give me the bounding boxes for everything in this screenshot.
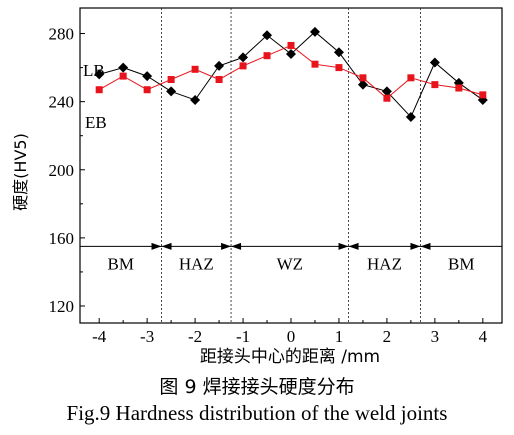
series-label-eb: EB bbox=[85, 113, 107, 132]
x-axis-title: 距接头中心的距离 /mm bbox=[200, 347, 380, 367]
x-tick-label: -2 bbox=[188, 327, 202, 346]
zone-arrow-right bbox=[151, 242, 162, 250]
zone-arrow-right bbox=[221, 242, 232, 250]
data-point-lb bbox=[286, 48, 296, 59]
data-point-lb bbox=[333, 47, 344, 58]
data-point-eb bbox=[407, 74, 415, 82]
zone-arrow-left bbox=[420, 242, 431, 250]
y-tick-label: 240 bbox=[49, 93, 75, 112]
zone-boundaries: BM HAZ WZ HAZ BM bbox=[80, 8, 502, 323]
data-point-eb bbox=[95, 86, 103, 94]
data-point-eb bbox=[263, 52, 271, 60]
data-point-eb bbox=[311, 60, 319, 68]
y-tick-label: 160 bbox=[49, 229, 75, 248]
zone-arrow-left bbox=[161, 242, 172, 250]
data-point-lb bbox=[166, 86, 177, 97]
y-tick-label: 280 bbox=[49, 25, 75, 44]
data-point-eb bbox=[239, 62, 247, 70]
y-tick-label: 200 bbox=[49, 161, 75, 180]
y-tick-label: 120 bbox=[49, 297, 75, 316]
x-tick-label: -4 bbox=[92, 327, 107, 346]
data-point-lb bbox=[142, 71, 153, 82]
x-tick-label: 1 bbox=[335, 327, 344, 346]
figure-caption-chinese: 图 9 焊接接头硬度分布 bbox=[159, 376, 355, 398]
zone-label: BM bbox=[448, 254, 474, 273]
data-point-lb bbox=[405, 111, 416, 122]
x-tick-label: 3 bbox=[431, 327, 440, 346]
data-point-lb bbox=[429, 57, 440, 68]
data-point-lb bbox=[381, 86, 392, 97]
data-point-lb bbox=[214, 60, 225, 71]
zone-arrow-right bbox=[338, 242, 349, 250]
data-point-eb bbox=[287, 41, 295, 49]
x-tick-label: 2 bbox=[383, 327, 392, 346]
zone-label: WZ bbox=[277, 254, 303, 273]
data-point-lb bbox=[238, 52, 249, 63]
zone-arrow-right bbox=[410, 242, 421, 250]
zone-label: HAZ bbox=[179, 254, 214, 273]
series-label-lb: LB bbox=[83, 61, 105, 80]
data-point-lb bbox=[357, 79, 368, 90]
data-series bbox=[94, 26, 488, 122]
data-point-eb bbox=[167, 76, 175, 84]
figure-caption-english: Fig.9 Hardness distribution of the weld … bbox=[66, 401, 448, 425]
x-tick-label: 4 bbox=[479, 327, 488, 346]
x-axis: -4 -3 -2 -1 0 1 2 3 4 bbox=[92, 318, 488, 346]
data-point-eb bbox=[383, 94, 391, 102]
data-point-eb bbox=[431, 81, 439, 89]
zone-label: HAZ bbox=[367, 254, 402, 273]
data-point-eb bbox=[479, 91, 487, 99]
hardness-chart: BM HAZ WZ HAZ BM -4 -3 -2 -1 0 1 2 3 4 120 160 200 240 2… bbox=[11, 7, 503, 367]
x-tick-label: -1 bbox=[236, 327, 250, 346]
data-point-eb bbox=[215, 76, 223, 84]
data-point-lb bbox=[309, 26, 320, 37]
y-axis-title: 硬度(HV5) bbox=[11, 133, 30, 211]
data-point-eb bbox=[455, 84, 463, 92]
zone-arrow-left bbox=[348, 242, 359, 250]
data-point-lb bbox=[262, 30, 273, 41]
zone-label: BM bbox=[108, 254, 134, 273]
data-point-eb bbox=[335, 64, 343, 72]
data-point-eb bbox=[359, 74, 367, 82]
data-point-eb bbox=[143, 86, 151, 94]
x-tick-label: 0 bbox=[287, 327, 296, 346]
data-point-lb bbox=[190, 94, 201, 105]
data-point-eb bbox=[191, 65, 199, 73]
data-point-eb bbox=[119, 72, 127, 80]
data-point-lb bbox=[94, 69, 105, 80]
data-point-lb bbox=[118, 62, 129, 73]
zone-arrow-left bbox=[231, 242, 242, 250]
x-tick-label: -3 bbox=[140, 327, 154, 346]
y-axis: 120 160 200 240 280 bbox=[49, 25, 85, 316]
series-labels: LB EB bbox=[83, 61, 107, 132]
